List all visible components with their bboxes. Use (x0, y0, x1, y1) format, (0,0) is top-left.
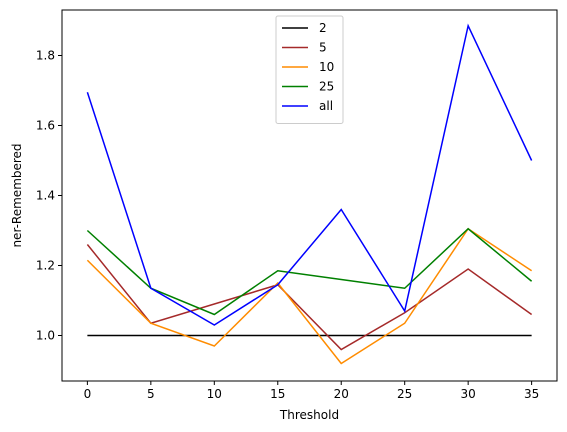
y-tick-label: 1.8 (36, 49, 55, 63)
legend-label-all: all (319, 99, 333, 113)
series-line-5 (86, 244, 533, 351)
y-tick-label: 1.0 (36, 329, 55, 343)
x-tick-label: 5 (147, 387, 155, 401)
x-tick-label: 20 (334, 387, 349, 401)
plot-lines (86, 23, 533, 365)
y-axis: 1.0 1.2 1.4 1.6 1.8 (36, 49, 62, 343)
series-line-10 (86, 227, 533, 365)
legend-label-5: 5 (319, 41, 327, 55)
y-tick-label: 1.6 (36, 119, 55, 133)
legend-label-10: 10 (319, 60, 334, 74)
x-tick-label: 10 (207, 387, 222, 401)
y-tick-label: 1.2 (36, 259, 55, 273)
series-line-25 (86, 227, 533, 316)
x-axis: 0 5 10 15 20 25 30 35 (84, 381, 539, 401)
x-tick-label: 25 (397, 387, 412, 401)
x-axis-label: Threshold (279, 408, 339, 422)
y-tick-label: 1.4 (36, 189, 55, 203)
x-tick-label: 35 (524, 387, 539, 401)
x-tick-label: 30 (461, 387, 476, 401)
legend-label-25: 25 (319, 80, 334, 94)
x-tick-label: 0 (84, 387, 92, 401)
legend-label-2: 2 (319, 21, 327, 35)
x-tick-label: 15 (270, 387, 285, 401)
series-line-all (86, 23, 533, 326)
legend-box (275, 15, 344, 124)
y-axis-label: ner-Remembered (10, 143, 24, 247)
